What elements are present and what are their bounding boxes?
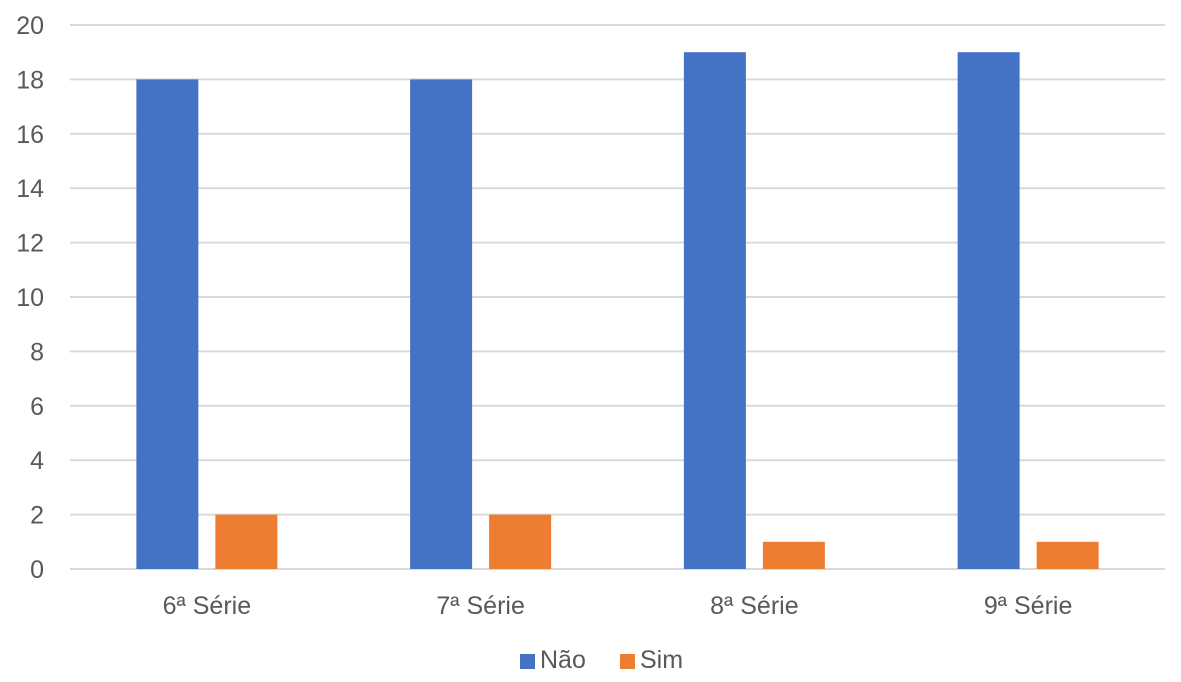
bar-nao-2 — [410, 79, 473, 570]
x-category-label: 6ª Série — [163, 592, 251, 620]
legend-label: Não — [540, 646, 586, 674]
y-axis-tick-labels: 0 2 4 6 8 10 12 14 16 18 20 — [16, 12, 44, 584]
x-axis-category-labels: 6ª Série 7ª Série 8ª Série 9ª Série — [163, 592, 1073, 620]
x-category-label: 7ª Série — [436, 592, 524, 620]
bars — [136, 52, 1099, 570]
bar-sim-3 — [762, 541, 825, 569]
bar-sim-1 — [215, 514, 278, 569]
bar-sim-4 — [1036, 541, 1099, 569]
y-tick-label: 0 — [30, 556, 44, 584]
legend-swatch — [620, 654, 635, 669]
bar-nao-1 — [136, 79, 199, 570]
legend-swatch — [520, 654, 535, 669]
bar-nao-4 — [957, 52, 1020, 569]
y-tick-label: 12 — [16, 230, 44, 258]
y-tick-label: 18 — [16, 66, 44, 94]
y-tick-label: 2 — [30, 502, 44, 530]
y-tick-label: 14 — [16, 175, 44, 203]
legend: Não Sim — [520, 646, 683, 674]
y-tick-label: 8 — [30, 338, 44, 366]
y-tick-label: 4 — [30, 447, 44, 475]
x-category-label: 9ª Série — [984, 592, 1072, 620]
bar-nao-3 — [683, 52, 746, 569]
legend-label: Sim — [640, 646, 683, 674]
y-tick-label: 6 — [30, 393, 44, 421]
y-tick-label: 16 — [16, 121, 44, 149]
y-tick-label: 20 — [16, 12, 44, 40]
x-category-label: 8ª Série — [710, 592, 798, 620]
y-tick-label: 10 — [16, 284, 44, 312]
bar-sim-2 — [489, 514, 552, 569]
